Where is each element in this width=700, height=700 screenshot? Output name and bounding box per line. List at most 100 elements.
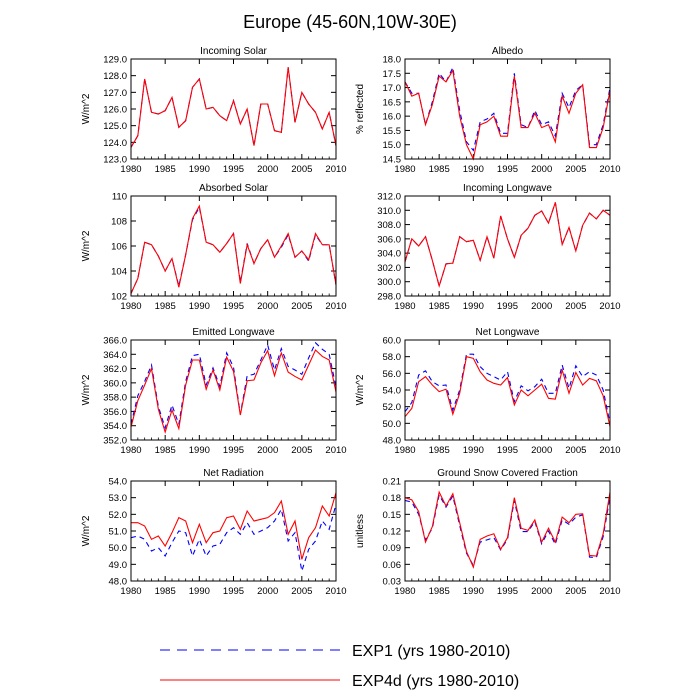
panel-1-xtick-label: 1990 xyxy=(189,164,210,175)
panel-1-ytick-label: 128.0 xyxy=(103,71,127,82)
panel-8-title: Ground Snow Covered Fraction xyxy=(437,468,578,479)
panel-7-xtick-label: 2005 xyxy=(291,586,312,597)
panel-3-xtick-label: 1980 xyxy=(120,301,141,312)
panel-6-xtick-label: 1995 xyxy=(497,445,518,456)
panel-6-series-exp1 xyxy=(404,353,611,424)
legend-exp1-label: EXP1 (yrs 1980-2010) xyxy=(352,643,510,660)
panel-7-ytick-label: 54.0 xyxy=(109,477,128,488)
panel-5-ylabel: W/m^2 xyxy=(81,374,92,405)
panel-2-ytick-label: 17.0 xyxy=(383,83,402,94)
panel-6-xtick-label: 1985 xyxy=(429,445,450,456)
panel-7-frame xyxy=(130,480,337,582)
panel-4-xtick-label: 1990 xyxy=(463,301,484,312)
panel-4-xtick-label: 2005 xyxy=(565,301,586,312)
panel-4-series-exp4d xyxy=(404,202,611,288)
panel-1-ytick-label: 123.0 xyxy=(103,155,127,166)
panel-8-ytick-label: 0.18 xyxy=(383,493,402,504)
panel-3-xtick-label: 2005 xyxy=(291,301,312,312)
panel-2-ytick-label: 16.0 xyxy=(383,112,402,123)
panel-8-series-exp4d xyxy=(404,490,611,569)
panel-5-ytick-label: 354.0 xyxy=(103,421,127,432)
panel-5-xtick-label: 2010 xyxy=(325,445,346,456)
panel-8-xtick-label: 1995 xyxy=(497,586,518,597)
panel-1-xtick-label: 2010 xyxy=(325,164,346,175)
figure-title: Europe (45-60N,10W-30E) xyxy=(243,12,457,32)
panel-5-xtick-label: 1995 xyxy=(223,445,244,456)
panel-2-ytick-label: 15.5 xyxy=(383,126,402,137)
panel-8-xtick-label: 1990 xyxy=(463,586,484,597)
panel-6-xtick-label: 2000 xyxy=(531,445,552,456)
panel-6-xtick-label: 2005 xyxy=(565,445,586,456)
panel-4: Incoming Longwave 1980 1985 1990 1995 2000 200… xyxy=(377,183,620,312)
panel-7-ytick-label: 51.0 xyxy=(109,527,128,538)
panel-4-ytick-label: 302.0 xyxy=(377,263,401,274)
panel-6-xtick-label: 1980 xyxy=(394,445,415,456)
panel-1-series-exp4d xyxy=(130,67,337,148)
panel-7-ylabel: W/m^2 xyxy=(81,515,92,546)
legend: EXP1 (yrs 1980-2010) EXP4d (yrs 1980-201… xyxy=(160,643,519,690)
panel-6-ylabel: W/m^2 xyxy=(355,374,366,405)
panel-6-frame xyxy=(404,339,611,441)
panel-3-xtick-label: 1985 xyxy=(155,301,176,312)
panel-3-series-exp4d xyxy=(130,204,337,294)
panel-1-xtick-label: 2005 xyxy=(291,164,312,175)
panel-6-ytick-label: 60.0 xyxy=(383,336,402,347)
panel-2: Albedo % reflected 1980 1985 1990 1995 2000 200… xyxy=(355,46,621,175)
panel-7-series-exp1 xyxy=(130,504,337,572)
panel-3-series-exp1 xyxy=(130,205,337,294)
panel-2-xtick-label: 2010 xyxy=(599,164,620,175)
panel-3-ylabel: W/m^2 xyxy=(81,230,92,261)
panel-6-ytick-label: 50.0 xyxy=(383,419,402,430)
panel-5-xtick-label: 1985 xyxy=(155,445,176,456)
panel-8-xtick-label: 1985 xyxy=(429,586,450,597)
panel-2-frame xyxy=(404,58,611,160)
panel-7-xtick-label: 2000 xyxy=(257,586,278,597)
panel-5-ytick-label: 366.0 xyxy=(103,336,127,347)
panel-3-ytick-label: 102 xyxy=(111,292,127,303)
panel-4-xtick-label: 1985 xyxy=(429,301,450,312)
panel-8-xtick-label: 2005 xyxy=(565,586,586,597)
panel-1-xtick-label: 2000 xyxy=(257,164,278,175)
panel-8-ylabel: unitless xyxy=(355,514,366,548)
panel-4-ytick-label: 306.0 xyxy=(377,234,401,245)
panel-2-xtick-label: 1980 xyxy=(394,164,415,175)
panel-5-series-exp1 xyxy=(130,341,337,430)
panel-1-ylabel: W/m^2 xyxy=(81,93,92,124)
panel-6-ytick-label: 48.0 xyxy=(383,436,402,447)
panel-6-xtick-label: 2010 xyxy=(599,445,620,456)
panel-3-ytick-label: 108 xyxy=(111,217,127,228)
panel-4-xtick-label: 2000 xyxy=(531,301,552,312)
panel-7-xtick-label: 1990 xyxy=(189,586,210,597)
panel-6-ytick-label: 54.0 xyxy=(383,386,402,397)
panel-3-xtick-label: 1995 xyxy=(223,301,244,312)
panel-2-xtick-label: 2000 xyxy=(531,164,552,175)
panel-8-ytick-label: 0.09 xyxy=(383,543,402,554)
panel-5-series-exp4d xyxy=(130,349,337,435)
panel-8-xtick-label: 1980 xyxy=(394,586,415,597)
panel-2-series-exp4d xyxy=(404,68,611,161)
panel-1-frame xyxy=(130,58,337,160)
panel-1-ytick-label: 127.0 xyxy=(103,88,127,99)
panel-2-xtick-label: 2005 xyxy=(565,164,586,175)
panel-8-ytick-label: 0.06 xyxy=(383,560,402,571)
panel-4-ytick-label: 310.0 xyxy=(377,206,401,217)
panel-2-ytick-label: 18.0 xyxy=(383,55,402,66)
panel-1-ytick-label: 129.0 xyxy=(103,55,127,66)
panel-5-ytick-label: 360.0 xyxy=(103,378,127,389)
panel-7-series-exp4d xyxy=(131,492,337,560)
panel-7-xtick-label: 2010 xyxy=(325,586,346,597)
panel-6-ytick-label: 52.0 xyxy=(383,402,402,413)
panel-2-ylabel: % reflected xyxy=(355,84,366,134)
panel-7-xtick-label: 1980 xyxy=(120,586,141,597)
panel-1-title: Incoming Solar xyxy=(200,46,267,57)
panel-3-xtick-label: 1990 xyxy=(189,301,210,312)
panel-4-ytick-label: 304.0 xyxy=(377,249,401,260)
panel-7-ytick-label: 49.0 xyxy=(109,560,128,571)
panel-3-title: Absorbed Solar xyxy=(199,183,269,194)
panel-2-ytick-label: 14.5 xyxy=(383,155,402,166)
panel-5-ytick-label: 362.0 xyxy=(103,364,127,375)
panel-5-ytick-label: 356.0 xyxy=(103,407,127,418)
panel-7-ytick-label: 53.0 xyxy=(109,493,128,504)
panel-2-ytick-label: 15.0 xyxy=(383,140,402,151)
